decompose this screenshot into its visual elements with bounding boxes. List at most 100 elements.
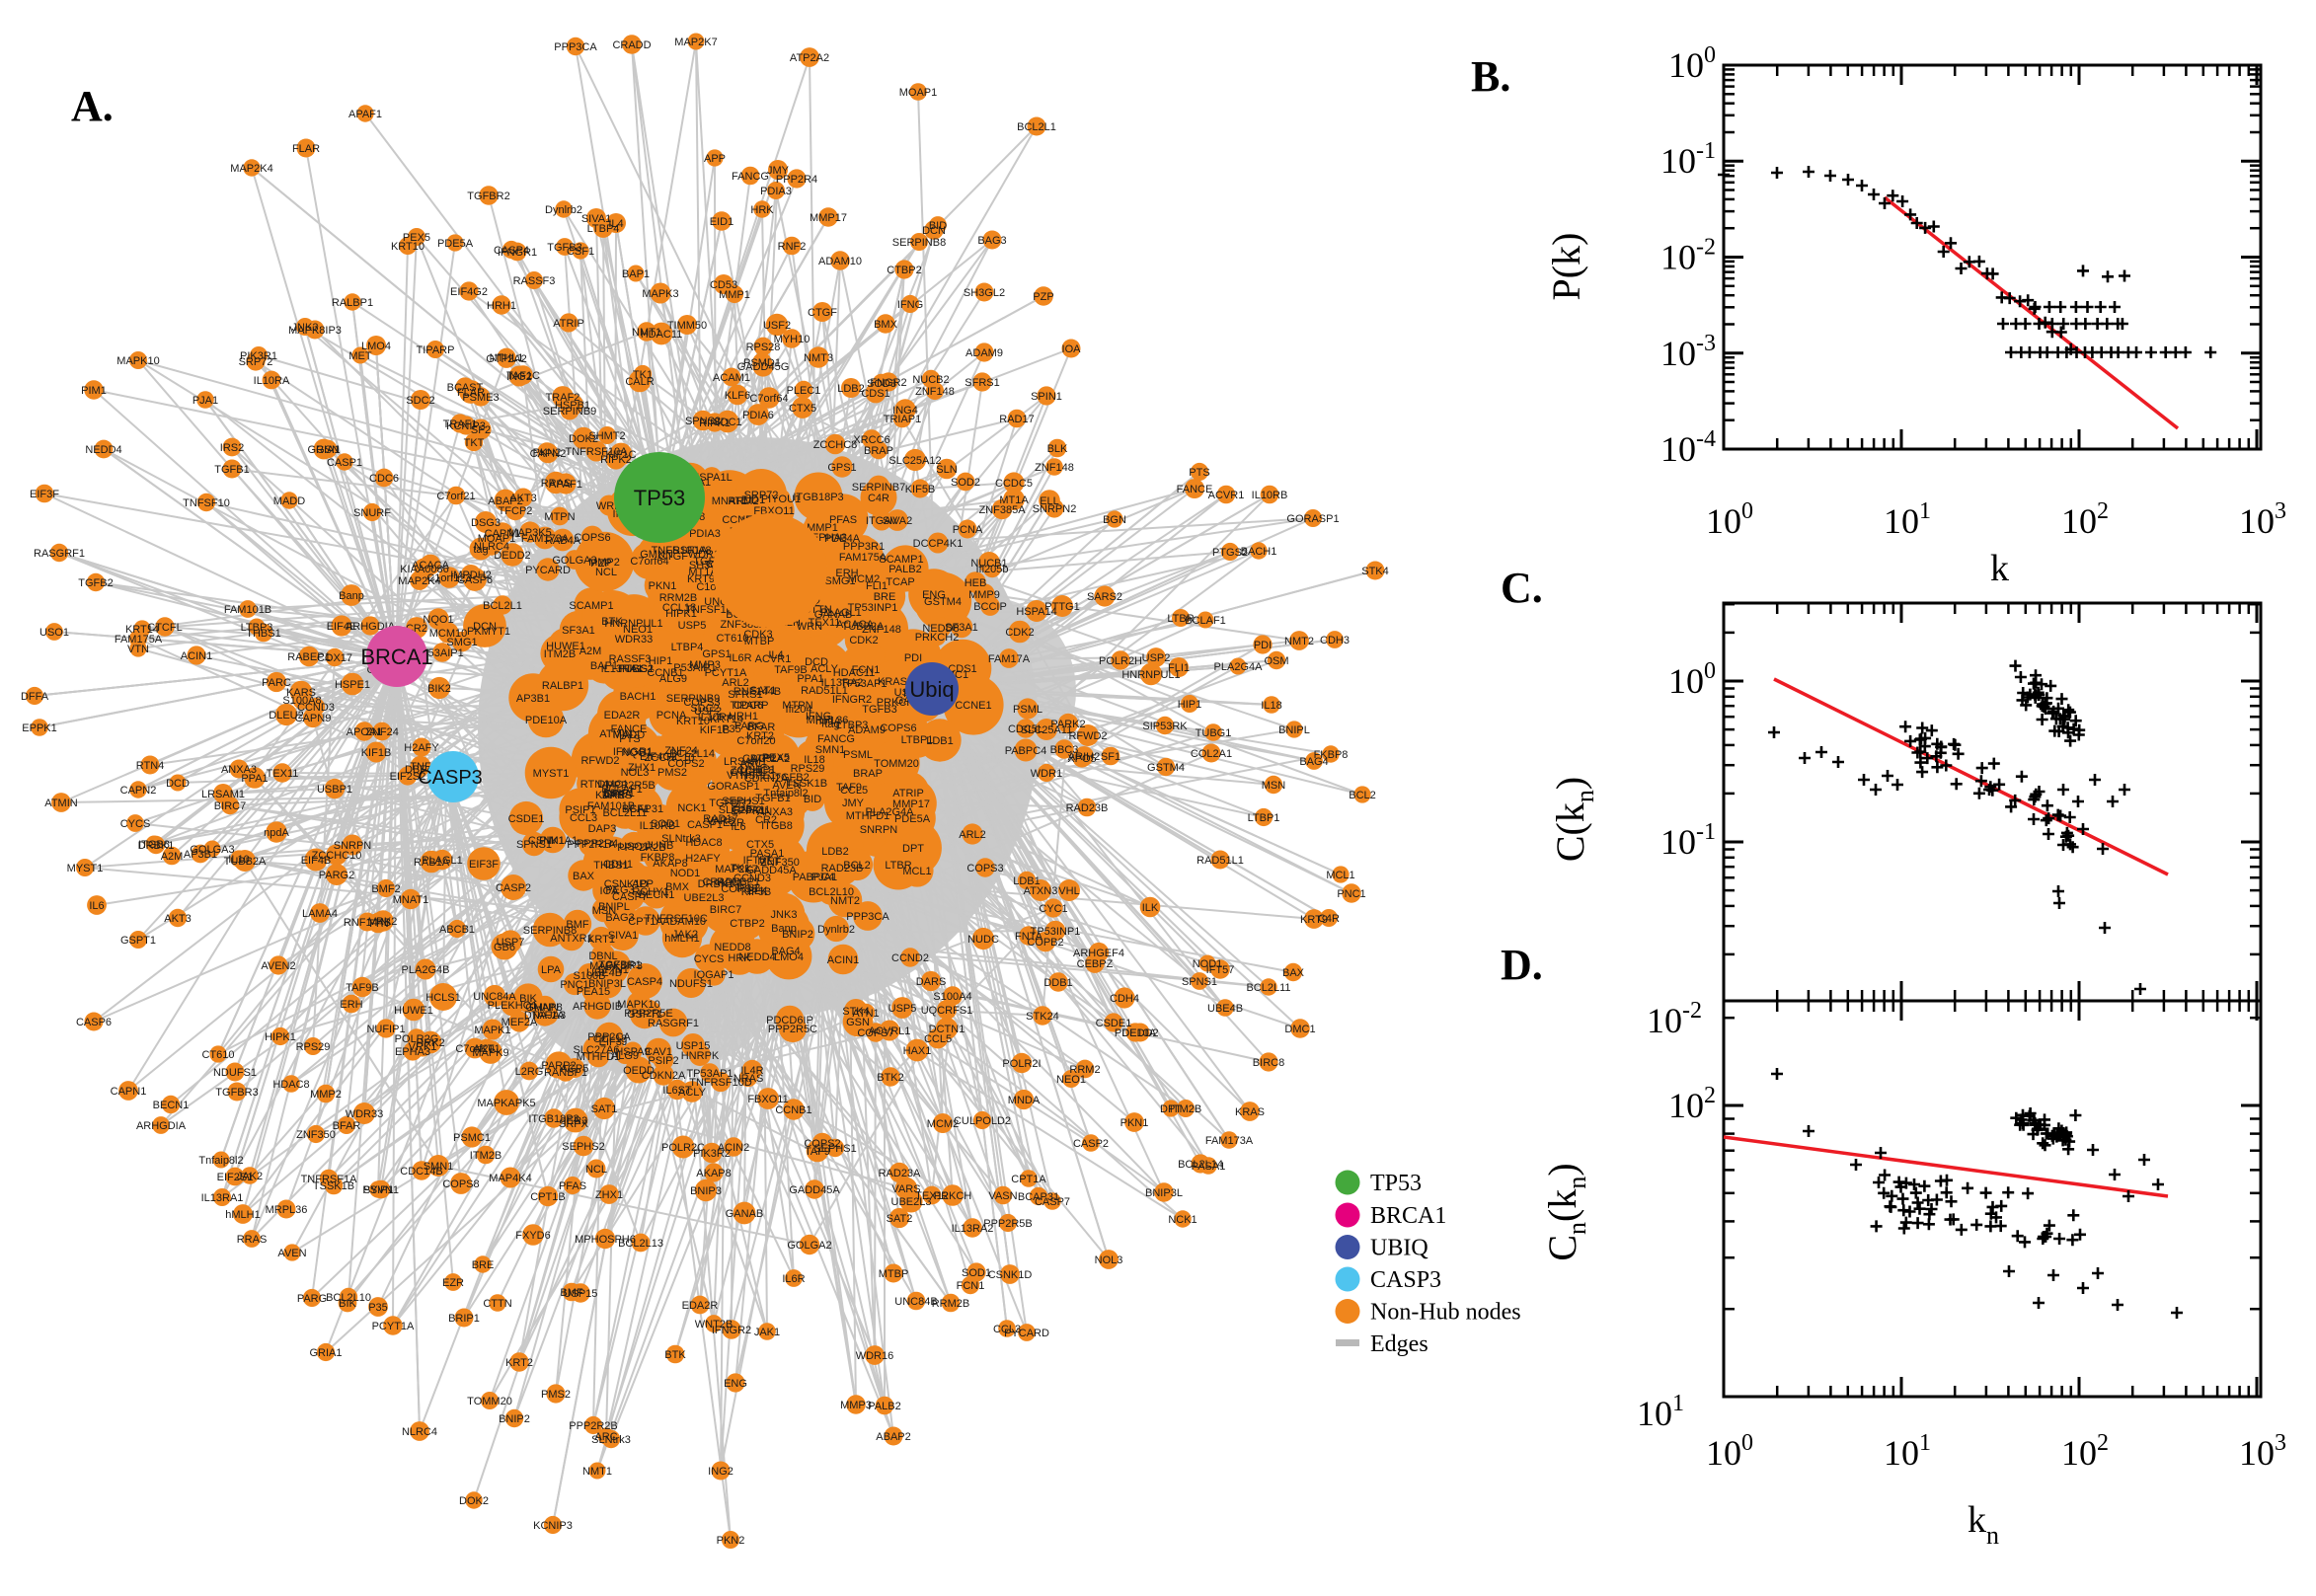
svg-text:RNF2: RNF2 bbox=[778, 241, 807, 253]
svg-text:DPT: DPT bbox=[902, 843, 924, 855]
svg-text:STK4: STK4 bbox=[1361, 566, 1389, 577]
svg-text:RASSF3: RASSF3 bbox=[513, 275, 556, 287]
svg-text:POLR2C: POLR2C bbox=[661, 1142, 705, 1154]
svg-text:CT610: CT610 bbox=[716, 633, 748, 645]
svg-text:MYST1: MYST1 bbox=[67, 863, 104, 874]
svg-text:GSTM4: GSTM4 bbox=[1147, 762, 1185, 774]
svg-text:ARHGDIB: ARHGDIB bbox=[573, 1001, 622, 1013]
svg-text:HUWE1: HUWE1 bbox=[394, 1005, 433, 1017]
svg-text:WRN: WRN bbox=[797, 621, 822, 633]
svg-text:S100A4: S100A4 bbox=[933, 991, 971, 1003]
svg-text:APAF1: APAF1 bbox=[348, 109, 382, 120]
svg-text:HDAC8: HDAC8 bbox=[272, 1079, 309, 1091]
svg-text:COX17: COX17 bbox=[317, 652, 352, 664]
svg-text:PPP2R1A: PPP2R1A bbox=[567, 839, 616, 851]
svg-text:TOMM20: TOMM20 bbox=[467, 1396, 512, 1407]
svg-text:BAP1: BAP1 bbox=[622, 268, 650, 280]
svg-text:BCL2L11: BCL2L11 bbox=[602, 807, 647, 819]
svg-text:RAD23B: RAD23B bbox=[1066, 802, 1109, 814]
svg-text:CDKN2A: CDKN2A bbox=[642, 1070, 686, 1082]
svg-text:BTK: BTK bbox=[601, 616, 623, 628]
svg-text:TP53: TP53 bbox=[634, 486, 686, 510]
svg-text:CASP1: CASP1 bbox=[687, 819, 723, 831]
svg-text:PDI: PDI bbox=[1254, 640, 1272, 651]
svg-text:MMP9: MMP9 bbox=[968, 589, 1000, 601]
svg-text:SLC25A12: SLC25A12 bbox=[888, 455, 941, 467]
svg-text:MTBP: MTBP bbox=[879, 1268, 909, 1280]
svg-text:LRSAM1: LRSAM1 bbox=[201, 789, 245, 800]
svg-text:COPB2: COPB2 bbox=[1027, 937, 1063, 949]
svg-text:USF2: USF2 bbox=[763, 320, 791, 332]
svg-text:BGN: BGN bbox=[1103, 514, 1126, 526]
svg-text:MAPK8IP3: MAPK8IP3 bbox=[288, 325, 342, 337]
svg-text:CCL18: CCL18 bbox=[593, 1033, 627, 1045]
svg-text:SOD1: SOD1 bbox=[651, 818, 680, 830]
svg-text:AVEN2: AVEN2 bbox=[261, 960, 295, 972]
svg-text:CCDC5: CCDC5 bbox=[995, 478, 1033, 490]
svg-text:IL18: IL18 bbox=[804, 754, 824, 766]
svg-text:BCCIP: BCCIP bbox=[973, 601, 1007, 613]
svg-text:PNC1: PNC1 bbox=[1337, 888, 1365, 900]
svg-text:BECN1: BECN1 bbox=[153, 1100, 190, 1111]
svg-text:ING2: ING2 bbox=[708, 1466, 733, 1478]
svg-text:PPP3R1: PPP3R1 bbox=[843, 541, 885, 553]
svg-text:APP: APP bbox=[704, 153, 726, 165]
svg-text:PDE5A: PDE5A bbox=[437, 238, 474, 250]
svg-text:BAG3: BAG3 bbox=[605, 912, 634, 924]
svg-text:ACACA: ACACA bbox=[412, 560, 450, 571]
svg-text:CTBP2: CTBP2 bbox=[730, 918, 764, 930]
svg-text:CDH4: CDH4 bbox=[1110, 993, 1139, 1005]
svg-text:C4R: C4R bbox=[868, 493, 889, 504]
svg-text:BRAP: BRAP bbox=[864, 445, 893, 457]
svg-text:NOL3: NOL3 bbox=[1095, 1254, 1123, 1266]
svg-text:ADAM10: ADAM10 bbox=[818, 256, 862, 267]
svg-text:POLR2H: POLR2H bbox=[1099, 655, 1142, 667]
svg-text:BCL2L1: BCL2L1 bbox=[1017, 121, 1056, 133]
svg-text:MAPK10: MAPK10 bbox=[116, 355, 159, 367]
svg-text:BIK2: BIK2 bbox=[427, 683, 451, 695]
svg-text:RAD51L1: RAD51L1 bbox=[1197, 855, 1244, 867]
svg-text:FAM173A: FAM173A bbox=[1205, 1135, 1254, 1147]
svg-text:A2M: A2M bbox=[579, 646, 602, 657]
svg-text:H2AFY: H2AFY bbox=[404, 742, 439, 754]
svg-text:FCN1: FCN1 bbox=[852, 664, 881, 676]
svg-text:NMT2: NMT2 bbox=[1284, 636, 1314, 647]
svg-text:npdA: npdA bbox=[264, 827, 289, 839]
svg-text:PIM1: PIM1 bbox=[81, 385, 107, 397]
svg-text:HSPE1: HSPE1 bbox=[335, 679, 370, 691]
svg-text:LTBP4: LTBP4 bbox=[671, 642, 704, 653]
svg-text:MNAT1: MNAT1 bbox=[393, 894, 428, 906]
svg-text:MAPKAPK5: MAPKAPK5 bbox=[477, 1098, 535, 1109]
svg-text:KRT14: KRT14 bbox=[125, 624, 159, 636]
svg-text:PEG3: PEG3 bbox=[605, 884, 634, 896]
svg-text:BRCA1: BRCA1 bbox=[1370, 1203, 1446, 1229]
svg-text:SAT2: SAT2 bbox=[887, 1213, 913, 1225]
svg-text:AKAP8: AKAP8 bbox=[696, 1168, 731, 1179]
svg-text:CDS1: CDS1 bbox=[861, 388, 889, 400]
svg-text:PTTG1: PTTG1 bbox=[1044, 601, 1079, 613]
svg-text:RRAS: RRAS bbox=[237, 1234, 268, 1246]
svg-text:BCL2L14: BCL2L14 bbox=[669, 748, 715, 760]
svg-text:C7orf20: C7orf20 bbox=[455, 1043, 494, 1055]
svg-text:NEO1: NEO1 bbox=[623, 624, 653, 636]
svg-text:MPHOSPH6: MPHOSPH6 bbox=[575, 1234, 636, 1246]
svg-text:PSIP1: PSIP1 bbox=[362, 1184, 393, 1196]
svg-text:NEDD4: NEDD4 bbox=[738, 951, 775, 963]
svg-text:MRPL36: MRPL36 bbox=[266, 1204, 308, 1216]
svg-text:PMS2: PMS2 bbox=[657, 767, 687, 779]
svg-text:RAD17: RAD17 bbox=[999, 414, 1034, 425]
svg-text:AKT3: AKT3 bbox=[509, 493, 537, 504]
svg-text:TGFB3: TGFB3 bbox=[547, 242, 581, 254]
svg-text:NQO1: NQO1 bbox=[423, 614, 453, 626]
svg-text:PPP3CA: PPP3CA bbox=[846, 911, 889, 923]
svg-text:DOK2: DOK2 bbox=[459, 1495, 489, 1507]
svg-text:ACAM1: ACAM1 bbox=[713, 372, 750, 384]
svg-text:BCLAF1: BCLAF1 bbox=[1185, 615, 1226, 627]
svg-text:GPS1: GPS1 bbox=[827, 462, 856, 474]
svg-text:FLAR: FLAR bbox=[292, 143, 320, 155]
svg-text:BIRC8: BIRC8 bbox=[1253, 1057, 1284, 1069]
svg-text:KLF6: KLF6 bbox=[725, 390, 750, 402]
svg-text:COPS7: COPS7 bbox=[857, 1027, 893, 1039]
svg-text:USO1: USO1 bbox=[39, 627, 69, 639]
svg-text:NCL: NCL bbox=[585, 1164, 607, 1176]
